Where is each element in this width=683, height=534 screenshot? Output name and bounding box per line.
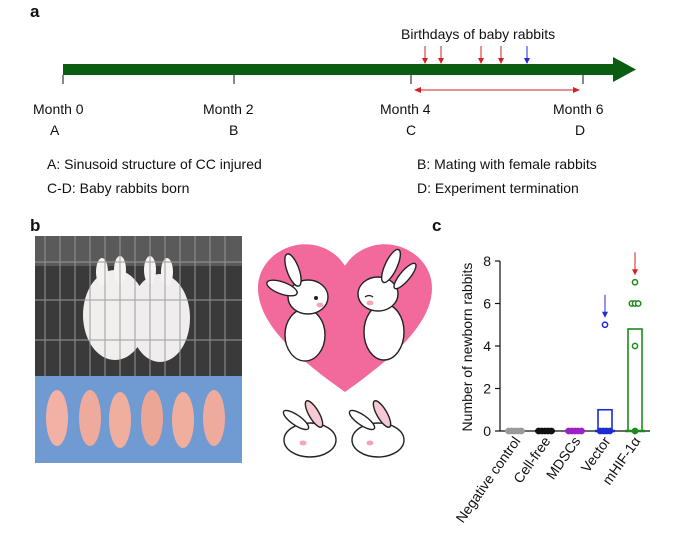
panel-c-label: c (432, 216, 442, 235)
point-3-3 (606, 427, 614, 435)
month-2-letter: B (229, 122, 239, 138)
y-axis-label: Number of newborn rabbits (459, 263, 475, 432)
y-tick-label-0: 0 (483, 423, 491, 439)
y-tick-label-6: 6 (483, 296, 491, 312)
point-4-1 (631, 342, 639, 350)
month-4-label: Month 4 (380, 101, 431, 117)
point-4-0 (631, 427, 639, 435)
y-tick-label-2: 2 (483, 381, 491, 397)
chart-bars (505, 328, 645, 433)
panel-a-label: a (30, 2, 40, 21)
timeline-arrow-shaft (63, 64, 615, 75)
timeline-arrow-head (613, 57, 636, 82)
point-4-5 (631, 278, 639, 286)
month-4-letter: C (406, 122, 417, 138)
point-0-4 (518, 427, 525, 435)
month-2-label: Month 2 (203, 101, 254, 117)
arrow-head-1 (632, 269, 638, 276)
chart-axes (495, 260, 650, 432)
y-tick-label-8: 8 (483, 253, 491, 269)
panel-b-label: b (30, 216, 41, 235)
chart-arrows (602, 252, 638, 318)
point-2-4 (578, 427, 585, 435)
chart-category-labels: Negative controlCell-freeMDSCsVectormHIF… (452, 433, 643, 525)
month-6-label: Month 6 (553, 101, 604, 117)
birthday-arrows (422, 46, 530, 64)
month-0-label: Month 0 (33, 101, 84, 117)
month-6-letter: D (575, 122, 586, 138)
legend-a: A: Sinusoid structure of CC injured (47, 156, 262, 172)
y-tick-label-4: 4 (483, 338, 491, 354)
month-0-letter: A (50, 122, 60, 138)
timeline-diagram (62, 46, 636, 93)
legend-b: B: Mating with female rabbits (417, 156, 597, 172)
birthdays-label: Birthdays of baby rabbits (401, 26, 556, 42)
chart-points (505, 278, 642, 435)
chart-tick-labels: 0 2 4 6 8 (483, 253, 491, 439)
point-3-4 (601, 321, 609, 329)
point-4-4 (634, 300, 642, 307)
arrow-head-0 (602, 311, 608, 318)
birth-period-span (414, 87, 580, 93)
legend-cd: C-D: Baby rabbits born (47, 180, 190, 196)
point-1-4 (548, 427, 555, 435)
legend-d: D: Experiment termination (417, 180, 579, 196)
